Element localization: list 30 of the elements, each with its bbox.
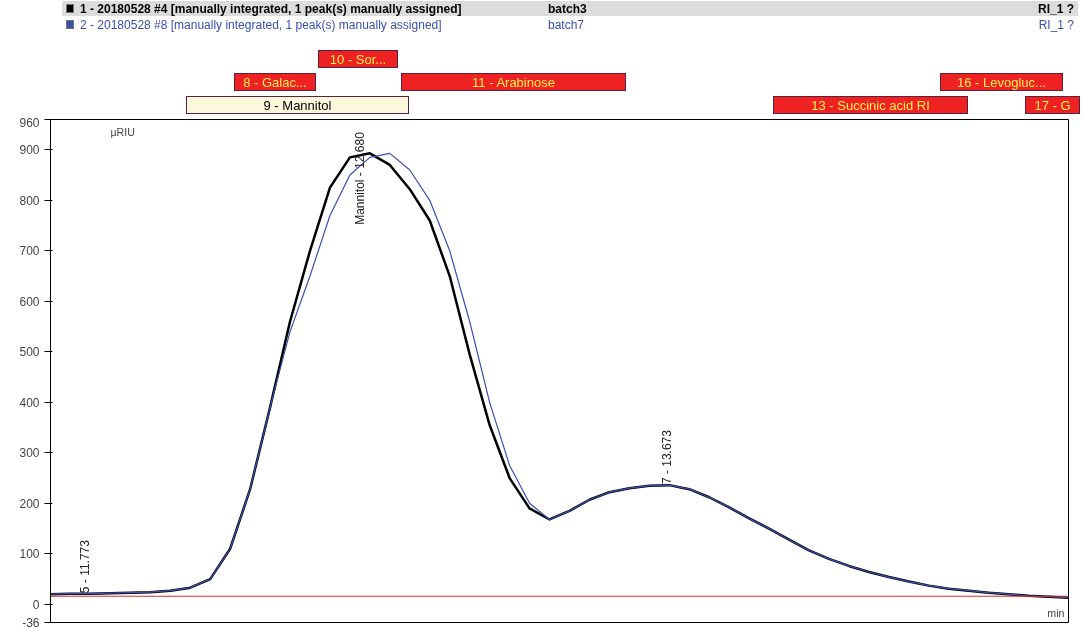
y-tick-label: 400	[19, 395, 40, 410]
y-tick-label: 0	[32, 597, 40, 612]
annotation: 7 - 13.673	[660, 429, 675, 485]
y-tick-label: 500	[19, 345, 40, 360]
text: 9 - Mannitol	[186, 96, 409, 114]
annotation: Mannitol - 12.680	[352, 131, 367, 225]
text: 16 - Levogluc...	[940, 73, 1063, 91]
y-axis-title: µRIU	[110, 125, 135, 138]
annotation: 5 - 11.773	[78, 539, 93, 594]
y-tick-label: 700	[19, 244, 40, 259]
legend-label: 2 - 20180528 #8 [manually integrated, 1 peak(s) manually assigned]	[80, 17, 442, 34]
text: 10 - Sor...	[318, 50, 398, 68]
text: 11 - Arabinose	[401, 73, 626, 91]
y-tick-label: 800	[19, 193, 40, 208]
y-tick-label: 200	[19, 496, 40, 511]
y-tick-label: 300	[19, 446, 40, 461]
text: batch7	[548, 17, 585, 34]
text: batch3	[548, 1, 587, 18]
legend-label: 1 - 20180528 #4 [manually integrated, 1 peak(s) manually assigned]	[80, 1, 462, 18]
text: RI_1 ?	[1037, 1, 1074, 18]
text: 8 - Galac...	[234, 73, 316, 91]
y-tick-label: 100	[19, 547, 40, 562]
text: RI_1 ?	[1038, 17, 1074, 34]
y-tick-label: -36	[22, 616, 40, 628]
x-axis-title: min	[1047, 606, 1065, 619]
y-tick-label: 600	[19, 294, 40, 309]
y-tick-label: 960	[19, 115, 40, 130]
text: 13 - Succinic acid RI	[773, 96, 968, 114]
text: 17 - G	[1025, 96, 1080, 114]
y-tick-label: 900	[19, 143, 40, 158]
